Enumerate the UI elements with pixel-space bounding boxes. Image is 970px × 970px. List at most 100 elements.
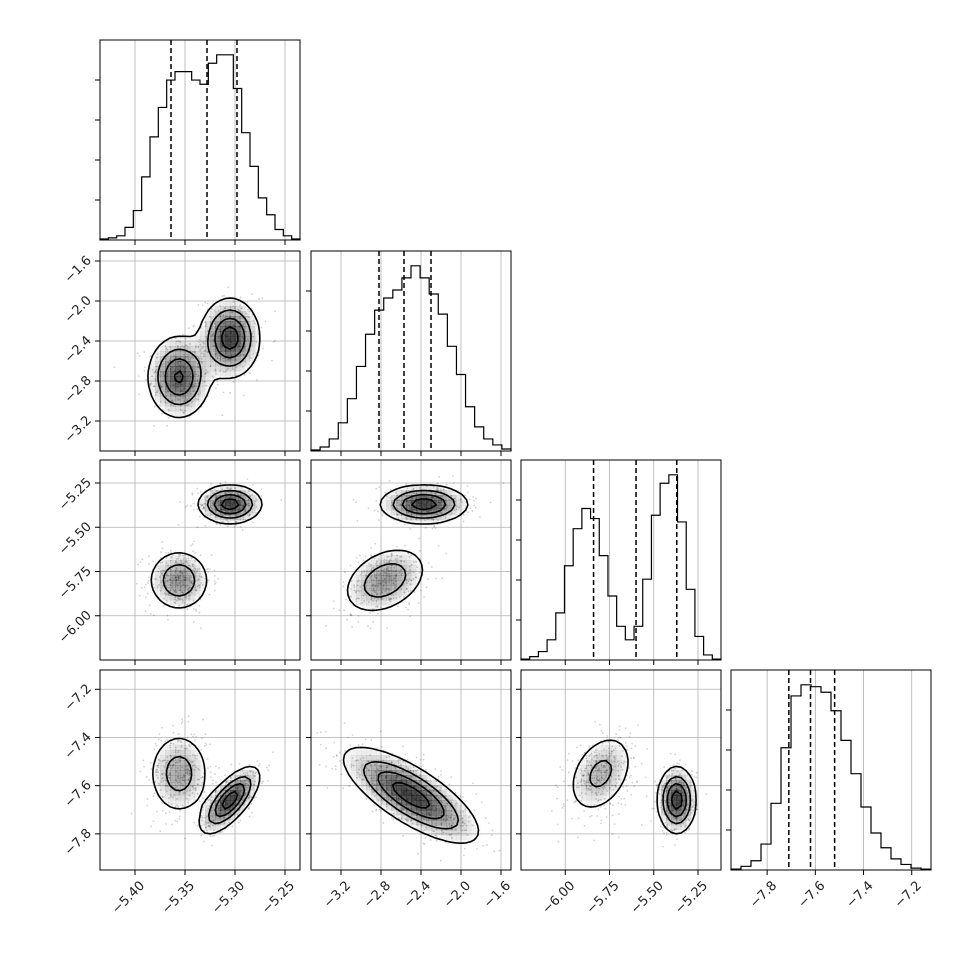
density-cell xyxy=(215,795,221,801)
scatter-point xyxy=(158,576,161,578)
scatter-point xyxy=(258,298,260,300)
scatter-point xyxy=(212,779,214,782)
scatter-point xyxy=(432,497,435,499)
scatter-point xyxy=(213,309,216,312)
scatter-point xyxy=(372,588,375,591)
density-cell xyxy=(190,785,196,791)
scatter-point xyxy=(219,831,222,833)
density-cell xyxy=(401,770,407,776)
scatter-point xyxy=(379,562,381,565)
contour-line xyxy=(220,498,240,511)
density-cell xyxy=(195,790,201,796)
scatter-point xyxy=(439,789,441,792)
density-cell xyxy=(225,485,231,491)
scatter-point xyxy=(363,570,366,573)
scatter-point xyxy=(147,582,149,585)
scatter-point xyxy=(176,804,178,807)
scatter-point xyxy=(254,774,256,777)
scatter-point xyxy=(375,808,378,811)
density-cell xyxy=(245,500,251,506)
scatter-point xyxy=(139,770,142,773)
scatter-point xyxy=(223,360,225,363)
density-cell xyxy=(401,775,407,781)
scatter-point xyxy=(394,574,397,577)
scatter-point xyxy=(601,754,604,757)
density-cell xyxy=(230,351,236,357)
scatter-point xyxy=(482,844,484,847)
density-cell xyxy=(200,770,206,776)
scatter-point xyxy=(171,582,174,585)
scatter-point xyxy=(175,591,178,593)
density-cell xyxy=(356,575,362,581)
scatter-point xyxy=(390,761,393,764)
density-cell xyxy=(220,366,226,372)
scatter-point xyxy=(356,776,358,779)
scatter-point xyxy=(160,371,163,373)
scatter-point xyxy=(415,772,418,775)
scatter-point xyxy=(192,508,195,511)
scatter-point xyxy=(171,579,174,582)
scatter-point xyxy=(475,793,478,796)
scatter-point xyxy=(204,321,206,324)
scatter-point xyxy=(184,578,186,581)
scatter-point xyxy=(243,374,246,376)
scatter-point xyxy=(258,763,261,765)
density-cell xyxy=(185,555,191,561)
scatter-point xyxy=(179,553,182,556)
scatter-point xyxy=(173,590,176,593)
scatter-point xyxy=(187,801,190,804)
density-cell xyxy=(155,396,161,402)
density-cell xyxy=(180,760,186,766)
density-cell xyxy=(245,306,251,312)
density-cell xyxy=(391,555,397,561)
scatter-point xyxy=(368,563,370,565)
density-cell xyxy=(381,565,387,571)
scatter-point xyxy=(187,588,189,591)
scatter-point xyxy=(174,778,177,781)
scatter-point xyxy=(206,758,209,760)
density-cell xyxy=(361,565,367,571)
scatter-point xyxy=(406,587,408,590)
scatter-point xyxy=(185,348,188,351)
density-cell xyxy=(411,520,417,526)
density-cell xyxy=(160,381,166,387)
scatter-point xyxy=(357,621,360,624)
density-cell xyxy=(220,810,226,816)
scatter-point xyxy=(175,340,178,343)
scatter-point xyxy=(593,782,596,785)
scatter-point xyxy=(201,737,203,740)
scatter-point xyxy=(242,504,244,507)
scatter-point xyxy=(152,560,155,563)
scatter-point xyxy=(242,515,245,518)
density-cell xyxy=(175,745,181,751)
scatter-point xyxy=(172,405,175,408)
scatter-point xyxy=(369,765,372,768)
density-cell xyxy=(391,595,397,601)
scatter-point xyxy=(595,760,598,763)
scatter-point xyxy=(450,810,453,812)
scatter-point xyxy=(357,597,360,600)
density-cell xyxy=(401,555,407,561)
scatter-point xyxy=(182,578,185,580)
density-cell xyxy=(376,605,382,611)
density-cell xyxy=(451,800,457,806)
scatter-point xyxy=(370,597,373,599)
scatter-point xyxy=(186,346,189,348)
scatter-point xyxy=(162,380,164,383)
scatter-point xyxy=(250,802,253,805)
scatter-point xyxy=(184,570,187,573)
scatter-point xyxy=(401,572,404,575)
scatter-point xyxy=(225,510,228,512)
scatter-point xyxy=(183,605,186,607)
scatter-point xyxy=(375,560,378,563)
scatter-point xyxy=(203,503,206,505)
scatter-point xyxy=(409,769,412,772)
density-cell xyxy=(366,755,372,761)
density-cell xyxy=(386,510,392,516)
density-cell xyxy=(356,770,362,776)
scatter-point xyxy=(209,743,211,746)
scatter-point xyxy=(380,582,382,585)
scatter-point xyxy=(388,755,390,758)
density-cell xyxy=(381,575,387,581)
